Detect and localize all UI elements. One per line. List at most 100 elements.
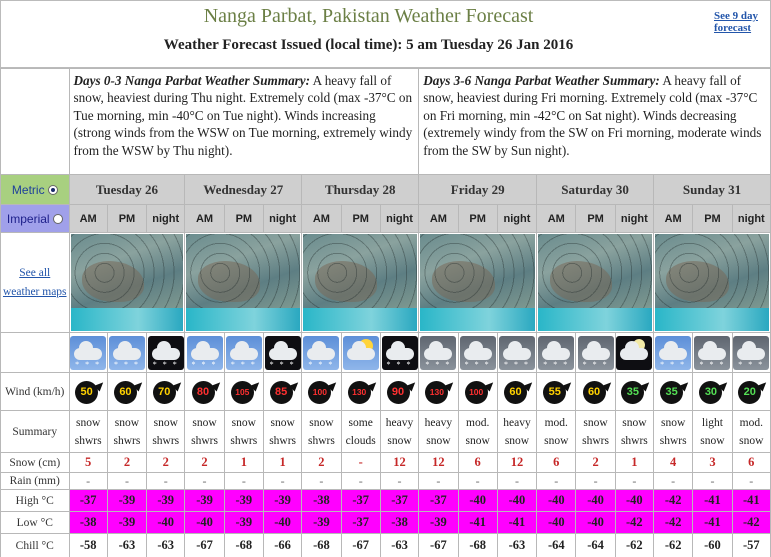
wind-indicator: 35 <box>618 378 653 406</box>
snowflake-icon: * * * <box>308 359 335 369</box>
low-temp-cell: -40 <box>146 511 186 534</box>
snowflake-icon: * * * <box>464 359 491 369</box>
cloud-icon <box>424 340 453 360</box>
low-temp-cell: -42 <box>731 511 771 534</box>
wind-speed: 60 <box>503 380 527 404</box>
weather-map[interactable] <box>184 232 303 333</box>
snowflake-icon: * * * <box>230 359 257 369</box>
metric-radio[interactable] <box>47 184 58 195</box>
summary-cell: mod. snow <box>457 410 498 453</box>
period-header: PM <box>340 204 381 233</box>
summary-cell: snow shwrs <box>68 410 108 453</box>
summary-cell: snow shwrs <box>262 410 303 453</box>
rain-cell: - <box>68 472 108 490</box>
see-all-maps-link[interactable]: See all weather maps <box>0 232 70 333</box>
snow-cell: 12 <box>496 452 538 473</box>
wind-chill-cell: -62 <box>614 533 655 557</box>
day-header: Wednesday 27 <box>184 174 303 205</box>
weather-map-image[interactable] <box>420 234 536 331</box>
wind-speed: 90 <box>386 380 410 404</box>
imperial-toggle[interactable]: Imperial <box>0 204 70 233</box>
summary-cell: some clouds <box>340 410 381 453</box>
wind-speed: 105 <box>230 380 254 404</box>
high-temp-cell: -39 <box>184 489 225 512</box>
weather-map[interactable] <box>301 232 420 333</box>
low-temp-cell: -38 <box>379 511 420 534</box>
wind-cell: 105 <box>223 372 264 411</box>
snow-cell: 2 <box>184 452 225 473</box>
wind-cell: 130 <box>418 372 459 411</box>
weather-icon-cell: * * * <box>223 332 264 373</box>
day-header: Tuesday 26 <box>68 174 186 205</box>
wind-chill-cell: -63 <box>496 533 538 557</box>
weather-map[interactable] <box>536 232 654 333</box>
wind-indicator: 60 <box>111 378 145 406</box>
cloud-icon <box>151 340 180 360</box>
wind-chill-cell: -63 <box>146 533 186 557</box>
wind-speed: 70 <box>152 380 176 404</box>
period-header: AM <box>536 204 577 233</box>
wind-cell: 90 <box>379 372 420 411</box>
cloud-icon <box>385 340 414 360</box>
rain-cell: - <box>418 472 459 490</box>
weather-map-image[interactable] <box>655 234 769 331</box>
chill-label: Chill °C <box>0 533 70 557</box>
wind-chill-cell: -67 <box>340 533 381 557</box>
weather-map-image[interactable] <box>303 234 418 331</box>
weather-map-image[interactable] <box>186 234 301 331</box>
low-temp-cell: -38 <box>68 511 108 534</box>
snow-cell: 6 <box>731 452 771 473</box>
day-header: Friday 29 <box>418 174 538 205</box>
low-temp-cell: -42 <box>614 511 655 534</box>
isobar-lines <box>420 234 536 331</box>
summary-cell: snow shwrs <box>652 410 694 453</box>
snowflake-icon: * * * <box>699 359 726 369</box>
wind-cell: 80 <box>184 372 225 411</box>
page-title: Nanga Parbat, Pakistan Weather Forecast <box>203 5 534 27</box>
isobar-lines <box>303 234 418 331</box>
cloud-icon <box>581 340 610 360</box>
wind-cell: 35 <box>614 372 655 411</box>
weather-map-image[interactable] <box>538 234 652 331</box>
rain-cell: - <box>106 472 148 490</box>
isobar-lines <box>186 234 301 331</box>
snow-cell: 5 <box>68 452 108 473</box>
rain-cell: - <box>614 472 655 490</box>
wind-speed: 55 <box>543 380 567 404</box>
cloud-icon <box>112 340 141 360</box>
high-temp-cell: -37 <box>418 489 459 512</box>
issued-time: Weather Forecast Issued (local time): 5 … <box>163 37 574 53</box>
weather-map-image[interactable] <box>70 234 184 331</box>
high-temp-cell: -37 <box>68 489 108 512</box>
snowflake-icon: * * * <box>75 359 102 369</box>
weather-map[interactable] <box>68 232 186 333</box>
rain-cell: - <box>379 472 420 490</box>
wind-chill-cell: -58 <box>68 533 108 557</box>
low-label: Low °C <box>0 511 70 534</box>
nine-day-forecast-link[interactable]: See 9 day forecast <box>714 10 758 34</box>
wind-indicator: 130 <box>422 378 457 406</box>
weather-map[interactable] <box>418 232 538 333</box>
day-header: Sunday 31 <box>653 174 771 205</box>
wind-indicator: 130 <box>345 378 379 406</box>
wind-chill-cell: -66 <box>262 533 303 557</box>
snowflake-icon: * * * <box>660 359 687 369</box>
snow-cell: 2 <box>301 452 342 473</box>
weather-icon-cell: * * * <box>262 332 303 373</box>
wind-speed: 20 <box>738 380 762 404</box>
snowflake-icon: * * * <box>191 359 218 369</box>
period-header: PM <box>692 204 733 233</box>
metric-toggle[interactable]: Metric <box>0 174 70 205</box>
low-temp-cell: -42 <box>652 511 694 534</box>
wind-chill-cell: -62 <box>652 533 694 557</box>
snow-cell: 1 <box>262 452 303 473</box>
weather-map[interactable] <box>653 232 771 333</box>
day-header: Saturday 30 <box>536 174 654 205</box>
cloud-icon <box>190 340 219 360</box>
cloud-icon <box>502 340 531 360</box>
period-header: AM <box>68 204 108 233</box>
wind-speed: 50 <box>75 380 99 404</box>
imperial-radio[interactable] <box>52 213 63 224</box>
wind-speed: 60 <box>582 380 606 404</box>
day-sun-cloud-icon <box>342 335 379 370</box>
